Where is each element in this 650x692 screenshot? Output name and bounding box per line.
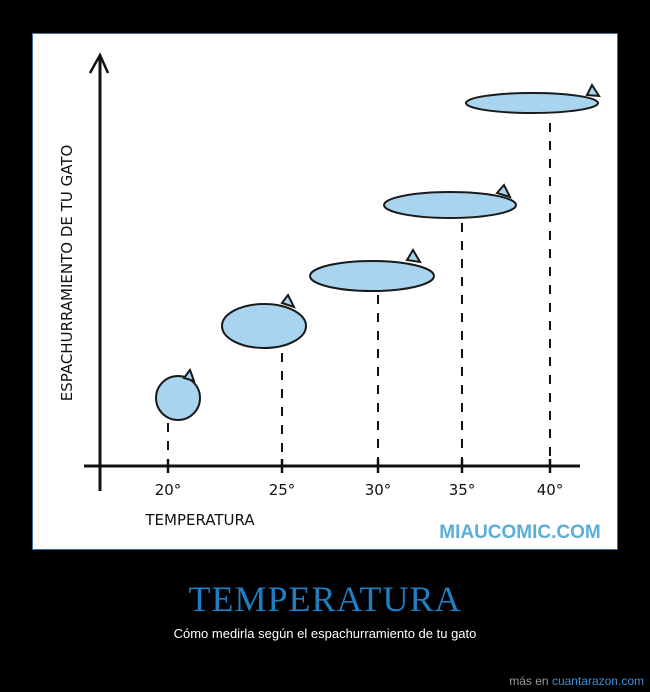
tick-label: 40°	[537, 481, 564, 499]
credit: MIAUCOMIC.COM	[439, 522, 600, 543]
cats	[155, 82, 601, 421]
comic: ESPACHURRAMIENTO DE TU GATO 20° 25° 30° …	[32, 33, 618, 550]
footer: más en cuantarazon.com	[509, 674, 644, 688]
axes	[84, 52, 580, 491]
tick-label: 35°	[449, 481, 476, 499]
tick-marks	[166, 459, 552, 473]
footer-link[interactable]: cuantarazon.com	[551, 674, 644, 688]
footer-prefix: más en	[509, 674, 549, 688]
tick-label: 20°	[155, 481, 182, 499]
caption: Cómo medirla según el espachurramiento d…	[173, 626, 477, 641]
frame	[32, 33, 618, 550]
x-axis-label: TEMPERATURA	[144, 511, 255, 529]
y-axis-label: ESPACHURRAMIENTO DE TU GATO	[58, 145, 76, 402]
tick-label: 25°	[269, 481, 296, 499]
title: TEMPERATURA	[188, 579, 462, 619]
tick-label: 30°	[365, 481, 392, 499]
dashes	[167, 123, 551, 466]
